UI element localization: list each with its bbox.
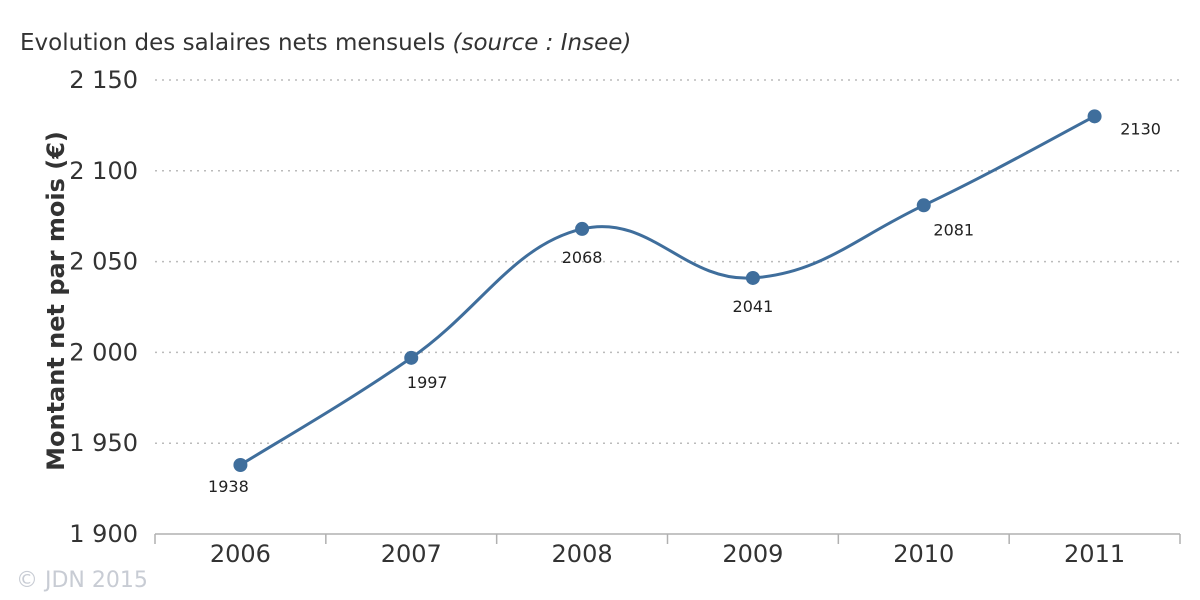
- data-point: [575, 221, 590, 236]
- y-axis-label: Montant net par mois (€): [42, 131, 70, 471]
- x-tick-label: 2011: [1064, 540, 1125, 568]
- y-tick-label: 1 900: [69, 520, 138, 548]
- y-tick-label: 2 050: [69, 248, 138, 276]
- x-tick-label: 2007: [381, 540, 442, 568]
- x-tick-label: 2010: [893, 540, 954, 568]
- data-label: 2041: [733, 297, 774, 316]
- y-axis-ticks: 1 900 1 950 2 000 2 050 2 100 2 150: [69, 66, 138, 548]
- data-point: [745, 270, 760, 285]
- data-point: [1087, 109, 1102, 124]
- x-tick-label: 2008: [552, 540, 613, 568]
- data-point: [916, 198, 931, 213]
- data-labels: 1938 1997 2068 2041 2081 2130: [208, 119, 1161, 496]
- x-axis: [154, 533, 1181, 544]
- chart-title-source: (source : Insee): [453, 30, 632, 56]
- gridlines: [155, 79, 1180, 444]
- chart-title: Evolution des salaires nets mensuels (so…: [20, 30, 631, 56]
- chart-title-main: Evolution des salaires nets mensuels: [20, 30, 445, 56]
- x-tick-label: 2009: [722, 540, 783, 568]
- data-label: 2081: [933, 220, 974, 239]
- data-points: [233, 109, 1102, 472]
- data-label: 2130: [1120, 119, 1161, 138]
- y-tick-label: 2 150: [69, 66, 138, 94]
- data-label: 1997: [407, 373, 448, 392]
- y-tick-label: 2 000: [69, 338, 138, 366]
- x-axis-ticks: 2006 2007 2008 2009 2010 2011: [210, 540, 1125, 568]
- copyright-text: © JDN 2015: [16, 568, 148, 593]
- series-line: [239, 114, 1096, 467]
- data-point: [404, 350, 419, 365]
- data-label: 1938: [208, 477, 249, 496]
- x-tick-label: 2006: [210, 540, 271, 568]
- y-tick-label: 2 100: [69, 157, 138, 185]
- data-label: 2068: [562, 248, 603, 267]
- data-point: [233, 457, 248, 472]
- y-tick-label: 1 950: [69, 429, 138, 457]
